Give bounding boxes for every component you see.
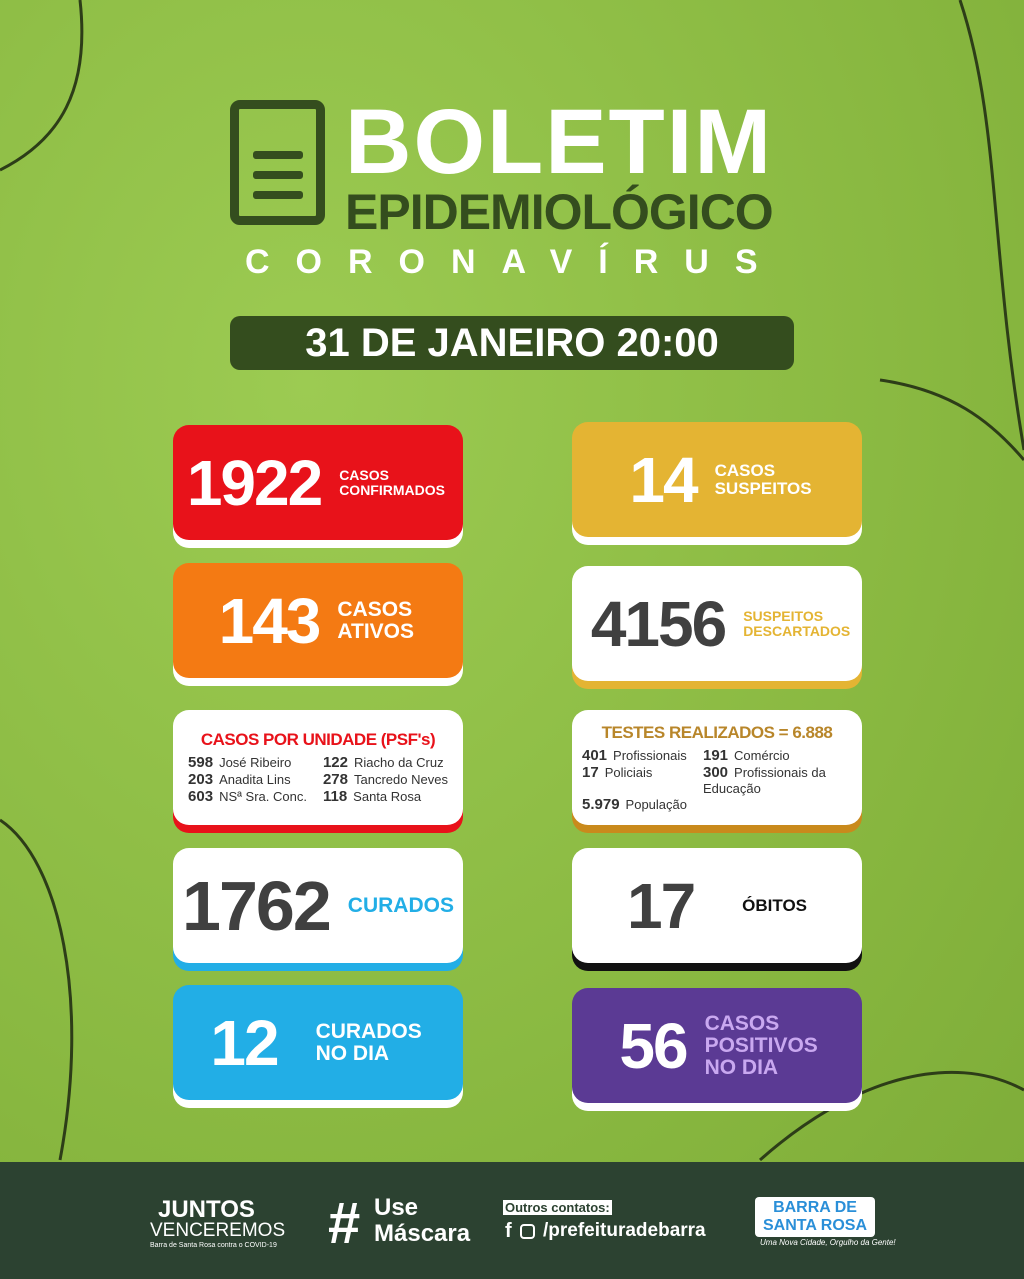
item-name: Santa Rosa	[353, 789, 422, 804]
item-name: Tancredo Neves	[354, 772, 448, 787]
item-name: Anadita Lins	[219, 772, 291, 787]
list-item: 203 Anadita Lins	[188, 771, 307, 788]
value: 143	[218, 584, 322, 657]
document-icon	[230, 100, 325, 225]
juntos-sub: Barra de Santa Rosa contra o COVID-19	[150, 1242, 277, 1249]
item-count: 603	[188, 788, 214, 805]
item-name: José Ribeiro	[219, 755, 292, 770]
date-banner: 31 DE JANEIRO 20:00	[230, 316, 794, 370]
contatos-label: Outros contatos:	[503, 1200, 612, 1215]
item-count: 598	[188, 754, 214, 771]
subtitle: EPIDEMIOLÓGICO	[345, 184, 774, 240]
card-curados: 1762 CURADOS	[173, 848, 463, 963]
juntos-logo: JUNTOS	[158, 1196, 255, 1223]
venceremos: VENCEREMOS	[150, 1220, 286, 1241]
label: CASOS POSITIVOS NO DIA	[704, 1011, 818, 1079]
list-item: 122 Riacho da Cruz	[323, 754, 448, 771]
item-name: Riacho da Cruz	[354, 755, 444, 770]
value: 14	[629, 443, 698, 516]
item-count: 5.979	[582, 795, 620, 813]
value: 1922	[186, 446, 323, 519]
list-item: 278 Tancredo Neves	[323, 771, 448, 788]
testes-title: TESTES REALIZADOS = 6.888	[601, 722, 833, 742]
item-name: População	[625, 796, 687, 812]
instagram-icon[interactable]	[520, 1224, 535, 1239]
card-casos-por-unidade: CASOS POR UNIDADE (PSF's) 598 José Ribeir…	[173, 710, 463, 825]
item-count: 203	[188, 771, 214, 788]
unidades-list: 598 José Ribeiro 122 Riacho da Cruz 203 Anadi…	[188, 754, 448, 805]
item-count: 191	[703, 746, 729, 764]
card-suspeitos: 14 CASOS SUSPEITOS	[572, 422, 862, 537]
item-name: NSª Sra. Conc.	[219, 789, 307, 804]
unidades-title: CASOS POR UNIDADE (PSF's)	[200, 730, 436, 749]
value: 56	[619, 1009, 688, 1082]
list-item: 118 Santa Rosa	[323, 788, 448, 805]
value: 4156	[590, 587, 727, 660]
card-obitos: 17 ÓBITOS	[572, 848, 862, 963]
item-count: 278	[322, 771, 348, 788]
header: BOLETIM EPIDEMIOLÓGICO CORONAVÍRUS	[230, 91, 800, 281]
value: 1762	[182, 866, 332, 945]
label: ÓBITOS	[742, 895, 808, 915]
list-item: 300 Profissionais da Educação	[703, 764, 852, 796]
footer: JUNTOS VENCEREMOS Barra de Santa Rosa co…	[0, 1162, 1024, 1279]
value: 17	[626, 869, 696, 942]
item-count: 300	[703, 763, 729, 781]
label: CURADOS NO DIA	[315, 1019, 422, 1065]
card-descartados: 4156 SUSPEITOS DESCARTADOS	[572, 566, 862, 681]
item-name: Comércio	[734, 747, 790, 763]
testes-list: 401 Profissionais 191 Comércio 17 Policiais 30…	[582, 747, 852, 813]
list-item: 603 NSª Sra. Conc.	[188, 788, 307, 805]
card-positivos-dia: 56 CASOS POSITIVOS NO DIA	[572, 988, 862, 1103]
card-confirmados: 1922 CASOS CONFIRMADOS	[173, 425, 463, 540]
item-count: 401	[582, 746, 608, 764]
card-curados-dia: 12 CURADOS NO DIA	[173, 985, 463, 1100]
label: CURADOS	[347, 893, 454, 917]
label: CASOS SUSPEITOS	[714, 460, 812, 498]
use-text: Use	[374, 1194, 419, 1221]
social-handle[interactable]: /prefeituradebarra	[543, 1220, 706, 1241]
item-count: 122	[322, 754, 348, 771]
slogan: Uma Nova Cidade, Orgulho da Gente!	[760, 1238, 896, 1247]
facebook-icon[interactable]: f	[505, 1220, 512, 1242]
hashtag: #	[328, 1191, 361, 1256]
value: 12	[210, 1006, 279, 1079]
topic: CORONAVÍRUS	[245, 243, 784, 281]
item-count: 118	[322, 788, 348, 805]
label: CASOS CONFIRMADOS	[339, 466, 445, 498]
item-name: Policiais	[604, 764, 653, 780]
list-item: 191 Comércio	[703, 747, 852, 764]
label: CASOS ATIVOS	[337, 597, 415, 643]
city-logo: BARRA DE SANTA ROSA	[755, 1197, 875, 1237]
card-ativos: 143 CASOS ATIVOS	[173, 563, 463, 678]
card-testes: TESTES REALIZADOS = 6.888 401 Profissiona…	[572, 710, 862, 825]
item-name: Profissionais da Educação	[703, 764, 826, 796]
title: BOLETIM	[345, 91, 773, 193]
list-item: 598 José Ribeiro	[188, 754, 307, 771]
item-count: 17	[582, 763, 599, 781]
mascara-text: Máscara	[374, 1220, 471, 1247]
label: SUSPEITOS DESCARTADOS	[743, 607, 851, 639]
list-item: 5.979 População	[582, 796, 687, 813]
list-item: 17 Policiais	[582, 764, 687, 796]
item-name: Profissionais	[613, 747, 687, 763]
list-item: 401 Profissionais	[582, 747, 687, 764]
